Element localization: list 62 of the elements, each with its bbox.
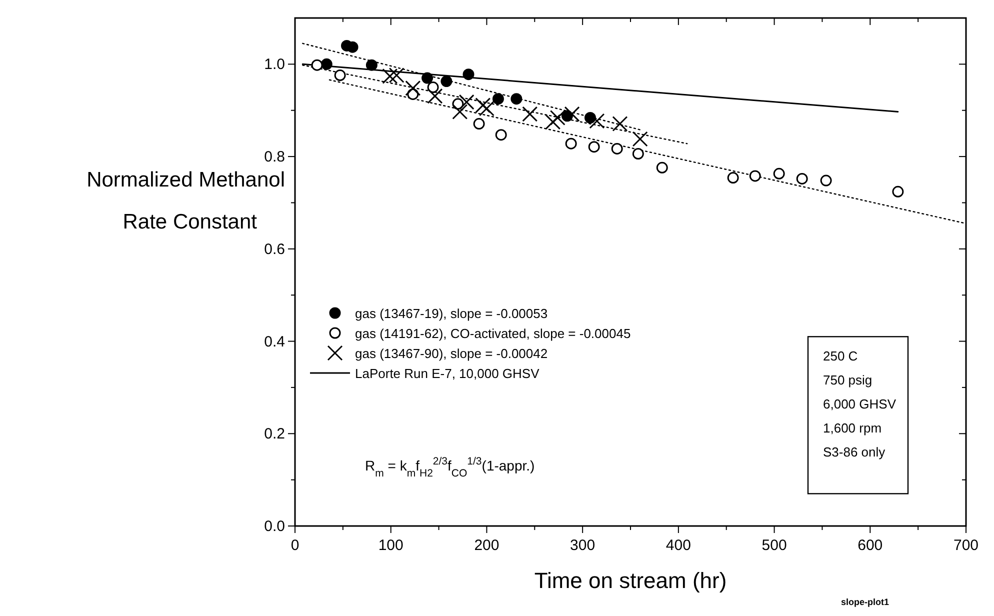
point <box>565 138 577 150</box>
point <box>388 68 404 84</box>
point <box>892 186 904 198</box>
point <box>405 80 421 96</box>
point <box>796 172 808 184</box>
point <box>564 106 580 122</box>
point <box>346 41 358 53</box>
y-tick-label: 0.8 <box>264 148 285 166</box>
point <box>440 76 452 88</box>
point <box>727 172 739 184</box>
point <box>632 148 644 160</box>
x-axis-title: Time on stream (hr) <box>534 568 727 593</box>
point <box>611 142 623 154</box>
point <box>320 58 332 70</box>
point <box>632 131 648 147</box>
point <box>427 88 443 104</box>
point <box>492 93 504 105</box>
point <box>588 141 600 153</box>
point <box>427 82 439 94</box>
y-tick-label: 0.6 <box>264 240 285 258</box>
x-tick-label: 200 <box>474 537 500 554</box>
text: R$_{m}$ = k$_{m}$f$_{H2}$$^{2/3}$f$_{CO}$$^{1/3}$(1-appr.) <box>365 456 535 480</box>
point <box>422 72 434 84</box>
point <box>522 106 538 122</box>
legend-label: gas (14191-62), CO-activated, slope = -0.00045 <box>355 326 631 341</box>
point <box>382 68 398 84</box>
point <box>452 104 468 120</box>
point <box>656 162 668 174</box>
y-axis-title: Normalized Methanol Rate Constant <box>86 168 285 234</box>
x-tick-label: 100 <box>378 537 404 554</box>
point <box>820 174 832 186</box>
point <box>545 114 561 130</box>
point <box>311 59 323 71</box>
x-tick-label: 700 <box>953 537 979 554</box>
x-tick-label: 600 <box>858 537 883 554</box>
y-tick-label: 1.0 <box>264 56 285 74</box>
point <box>510 93 522 105</box>
y-tick-label: 0.0 <box>264 518 285 535</box>
legend-label: LaPorte Run E-7, 10,000 GHSV <box>355 366 540 381</box>
text: slope-plot1 <box>841 597 890 607</box>
point <box>473 118 485 130</box>
point <box>334 70 346 82</box>
point <box>475 98 491 114</box>
point <box>749 170 761 182</box>
point <box>366 59 378 71</box>
legend-label: gas (13467-19), slope = -0.00053 <box>355 306 548 321</box>
point <box>478 100 494 116</box>
point <box>550 110 566 126</box>
point <box>773 168 785 180</box>
point <box>589 113 605 129</box>
legend-label: gas (13467-90), slope = -0.00042 <box>355 346 548 361</box>
point <box>612 116 628 132</box>
x-tick-label: 500 <box>762 537 787 554</box>
point <box>458 94 474 110</box>
x-tick-label: 0 <box>290 537 300 554</box>
annotation: 250 C 750 psig 6,000 GHSV 1,600 rpm S3-86 only <box>823 348 896 460</box>
point <box>495 129 507 141</box>
y-tick-label: 0.4 <box>264 333 285 350</box>
x-tick-label: 300 <box>570 537 596 554</box>
y-tick-label: 0.2 <box>264 426 285 443</box>
point <box>462 68 474 80</box>
x-tick-label: 400 <box>666 537 691 554</box>
